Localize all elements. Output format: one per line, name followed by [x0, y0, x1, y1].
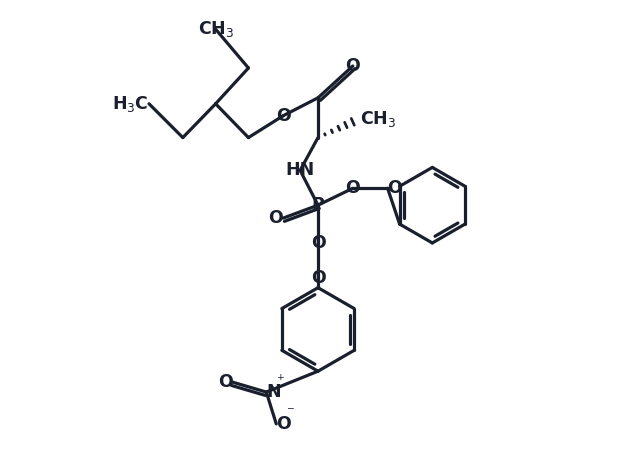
Text: $^+$: $^+$ [275, 373, 286, 386]
Text: P: P [312, 196, 324, 214]
Text: O: O [310, 234, 325, 252]
Text: $^-$: $^-$ [285, 405, 296, 418]
Text: O: O [268, 209, 284, 227]
Text: O: O [276, 415, 291, 433]
Text: O: O [388, 179, 403, 197]
Text: O: O [346, 179, 360, 197]
Text: H$_3$C: H$_3$C [113, 94, 149, 114]
Text: CH$_3$: CH$_3$ [360, 109, 396, 129]
Text: O: O [218, 373, 232, 391]
Text: HN: HN [285, 161, 315, 180]
Text: CH$_3$: CH$_3$ [198, 19, 234, 39]
Text: O: O [276, 107, 291, 125]
Text: O: O [346, 57, 360, 75]
Text: O: O [310, 269, 325, 287]
Text: N: N [266, 383, 281, 401]
